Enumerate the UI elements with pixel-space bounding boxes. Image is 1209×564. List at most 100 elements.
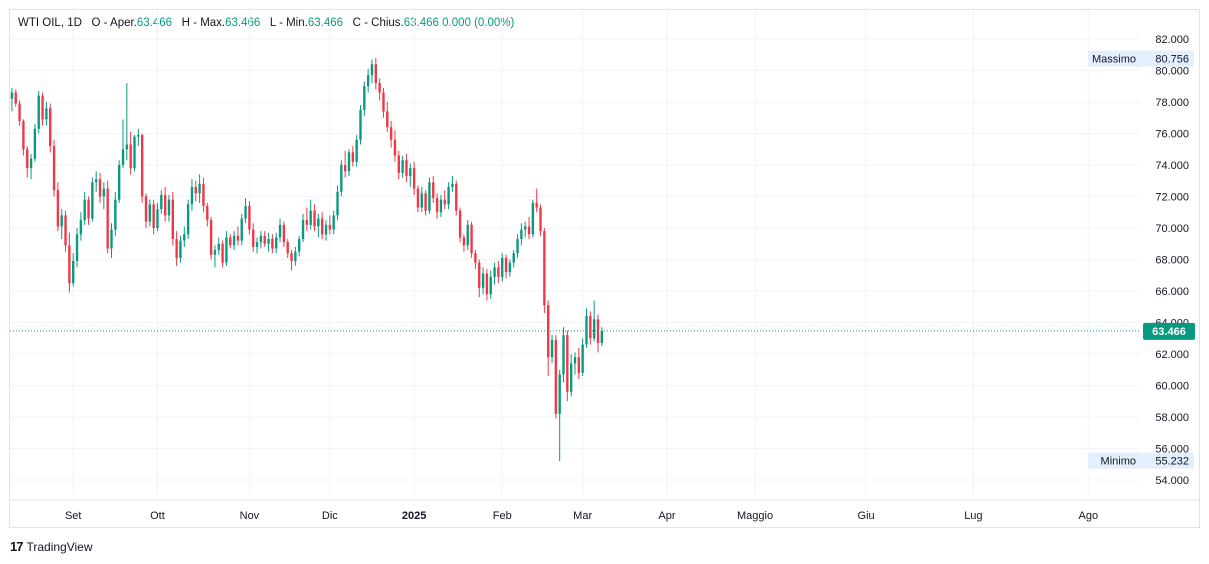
candle[interactable]: [589, 311, 592, 345]
candle[interactable]: [294, 246, 297, 266]
candle[interactable]: [232, 231, 236, 251]
candle[interactable]: [516, 234, 519, 258]
candle[interactable]: [129, 131, 132, 175]
candle[interactable]: [94, 171, 98, 192]
candle[interactable]: [259, 231, 263, 249]
candle[interactable]: [240, 213, 243, 246]
candle[interactable]: [378, 78, 381, 101]
candle[interactable]: [87, 196, 90, 225]
candle[interactable]: [110, 223, 113, 258]
candle[interactable]: [478, 259, 481, 298]
candle[interactable]: [183, 226, 186, 247]
candle[interactable]: [355, 135, 358, 167]
candle[interactable]: [370, 59, 374, 84]
candle[interactable]: [569, 354, 573, 397]
candle[interactable]: [558, 369, 561, 462]
candle[interactable]: [255, 237, 259, 254]
candle[interactable]: [190, 179, 194, 211]
candle[interactable]: [409, 163, 412, 188]
candle[interactable]: [202, 177, 205, 213]
candle[interactable]: [179, 235, 182, 263]
candle[interactable]: [117, 160, 121, 203]
candle[interactable]: [45, 102, 48, 126]
candle[interactable]: [573, 352, 577, 375]
candle[interactable]: [309, 199, 312, 230]
candle[interactable]: [171, 191, 174, 246]
candle[interactable]: [343, 150, 347, 178]
candle[interactable]: [366, 68, 370, 93]
candle[interactable]: [244, 198, 247, 224]
candle[interactable]: [52, 139, 56, 197]
candle[interactable]: [213, 245, 217, 268]
candle[interactable]: [554, 335, 558, 419]
candle[interactable]: [363, 81, 366, 117]
candle[interactable]: [504, 254, 508, 279]
candle[interactable]: [435, 193, 439, 219]
candle[interactable]: [462, 234, 466, 252]
candle[interactable]: [41, 92, 44, 126]
candle[interactable]: [466, 220, 469, 251]
candle[interactable]: [209, 216, 213, 260]
candle[interactable]: [489, 270, 492, 299]
candle[interactable]: [524, 221, 527, 238]
candle[interactable]: [49, 103, 52, 153]
candle[interactable]: [382, 87, 385, 118]
candle[interactable]: [585, 308, 588, 348]
candle[interactable]: [458, 207, 462, 243]
candle[interactable]: [278, 218, 282, 243]
candle[interactable]: [416, 185, 420, 213]
candle[interactable]: [156, 202, 159, 232]
candle[interactable]: [577, 347, 581, 380]
candle[interactable]: [351, 146, 355, 167]
candle[interactable]: [428, 177, 431, 214]
candle[interactable]: [405, 153, 408, 183]
candle[interactable]: [79, 212, 83, 241]
candle[interactable]: [137, 128, 140, 147]
candle[interactable]: [512, 250, 515, 268]
candle[interactable]: [221, 240, 224, 268]
candle[interactable]: [340, 160, 343, 197]
candle[interactable]: [374, 57, 378, 90]
candle[interactable]: [485, 268, 489, 301]
candle[interactable]: [527, 216, 531, 240]
candle[interactable]: [163, 187, 167, 222]
candle[interactable]: [481, 267, 485, 295]
candle[interactable]: [22, 119, 25, 156]
candle[interactable]: [328, 215, 332, 235]
candle[interactable]: [252, 223, 255, 252]
candle[interactable]: [72, 253, 75, 287]
candle[interactable]: [26, 146, 29, 178]
candle[interactable]: [91, 177, 94, 222]
candle[interactable]: [236, 226, 240, 246]
candle[interactable]: [225, 231, 228, 266]
candle[interactable]: [140, 133, 144, 203]
candle[interactable]: [175, 231, 178, 266]
candle[interactable]: [33, 124, 37, 162]
candle[interactable]: [217, 237, 220, 255]
candle[interactable]: [301, 213, 305, 243]
candle[interactable]: [424, 190, 427, 216]
candle[interactable]: [148, 199, 152, 227]
candle[interactable]: [98, 172, 102, 203]
candle[interactable]: [83, 191, 86, 225]
candle[interactable]: [271, 234, 274, 254]
candle[interactable]: [420, 187, 423, 213]
candle[interactable]: [37, 90, 40, 134]
candle[interactable]: [332, 210, 335, 235]
candle[interactable]: [75, 228, 79, 268]
candle[interactable]: [229, 234, 232, 249]
candle[interactable]: [451, 176, 454, 192]
candle[interactable]: [313, 204, 316, 232]
candle[interactable]: [550, 335, 554, 364]
candle[interactable]: [546, 300, 550, 377]
candle[interactable]: [198, 174, 201, 203]
candle[interactable]: [29, 153, 33, 180]
candle[interactable]: [543, 228, 546, 314]
candle[interactable]: [386, 102, 389, 132]
candle[interactable]: [432, 176, 435, 203]
candle[interactable]: [286, 239, 289, 258]
candle[interactable]: [493, 262, 496, 285]
candle[interactable]: [412, 161, 416, 195]
candle[interactable]: [206, 202, 209, 227]
